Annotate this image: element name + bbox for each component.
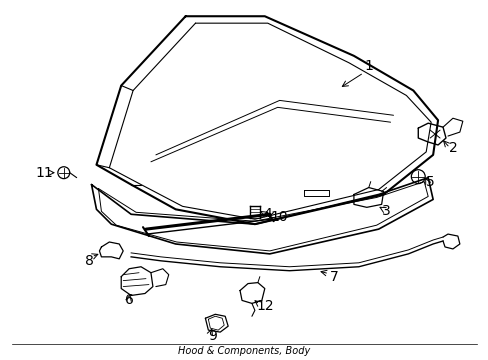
Text: 8: 8 (85, 254, 94, 268)
Text: 7: 7 (329, 270, 338, 284)
Text: Hood & Components, Body: Hood & Components, Body (178, 346, 310, 356)
Text: 12: 12 (255, 300, 273, 313)
Text: 9: 9 (207, 329, 216, 343)
Text: 1: 1 (364, 59, 372, 73)
Text: 3: 3 (382, 204, 390, 218)
Text: 11: 11 (35, 166, 53, 180)
Text: 5: 5 (425, 175, 434, 189)
Text: 10: 10 (270, 210, 288, 224)
Text: 4: 4 (263, 207, 272, 221)
Text: 6: 6 (124, 293, 133, 307)
Text: 2: 2 (447, 141, 456, 155)
